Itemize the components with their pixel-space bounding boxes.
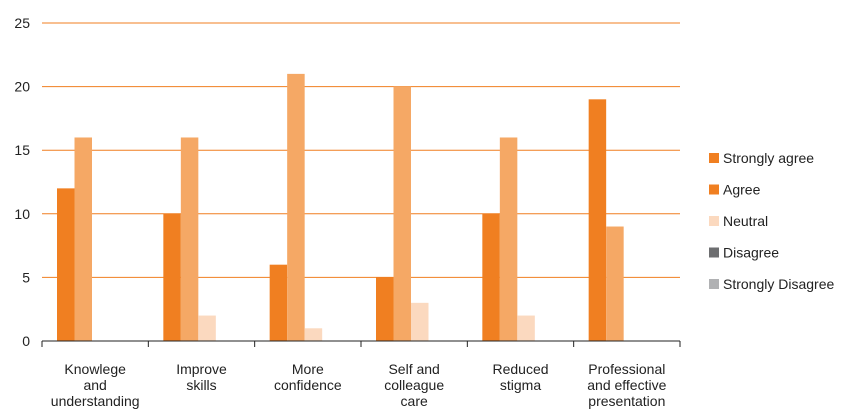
bar-strongly-agree (482, 213, 500, 341)
bar-agree (287, 73, 305, 341)
legend-swatch (709, 153, 719, 163)
bar-neutral (517, 315, 535, 341)
y-tick-label: 10 (14, 206, 30, 222)
legend-label: Strongly agree (723, 150, 814, 166)
legend-label: Neutral (723, 213, 768, 229)
bar-strongly-agree (269, 264, 288, 341)
bar-strongly-agree (376, 277, 394, 341)
y-tick-label: 5 (22, 269, 30, 285)
bar-agree (74, 137, 92, 341)
legend-swatch (709, 279, 719, 289)
x-category-label: presentation (588, 393, 665, 409)
bar-agree (499, 137, 518, 341)
x-category-label: confidence (274, 377, 342, 393)
x-axis (41, 340, 681, 347)
x-category-label: care (401, 393, 428, 409)
legend-swatch (709, 184, 719, 195)
x-category-label: More (292, 361, 324, 377)
legend-swatch (709, 247, 719, 258)
x-category-label: Self and (388, 361, 439, 377)
y-tick-label: 0 (22, 333, 30, 349)
legend: Strongly agree Agree Neutral Disagree Strong… (709, 150, 834, 292)
y-tick-label: 25 (14, 15, 30, 31)
bar-agree (606, 226, 624, 341)
bar-strongly-agree (163, 213, 181, 341)
x-category-label: Professional (588, 361, 665, 377)
y-axis-tick-labels: 0 5 10 15 20 25 (14, 15, 30, 349)
x-category-label: understanding (51, 393, 140, 409)
gridlines (42, 22, 680, 278)
bar-agree (393, 86, 411, 341)
bar-strongly-agree (588, 99, 607, 341)
x-category-label: stigma (500, 377, 541, 393)
x-category-label: colleague (384, 377, 444, 393)
legend-label: Agree (723, 182, 761, 198)
legend-label: Strongly Disagree (723, 276, 834, 292)
x-category-label: Improve (176, 361, 227, 377)
x-category-label: skills (186, 377, 216, 393)
legend-swatch (709, 216, 719, 226)
bar-neutral (304, 328, 323, 341)
x-category-label: and effective (587, 377, 666, 393)
legend-label: Disagree (723, 245, 779, 261)
y-tick-label: 20 (14, 79, 30, 95)
bar-neutral (411, 302, 429, 341)
bars (57, 73, 624, 341)
bar-strongly-agree (57, 188, 75, 341)
x-category-label: and (83, 377, 106, 393)
x-category-label: Reduced (492, 361, 548, 377)
y-tick-label: 15 (14, 142, 30, 158)
bar-agree (180, 137, 199, 341)
x-category-label: Knowlege (64, 361, 126, 377)
bar-neutral (198, 315, 216, 341)
